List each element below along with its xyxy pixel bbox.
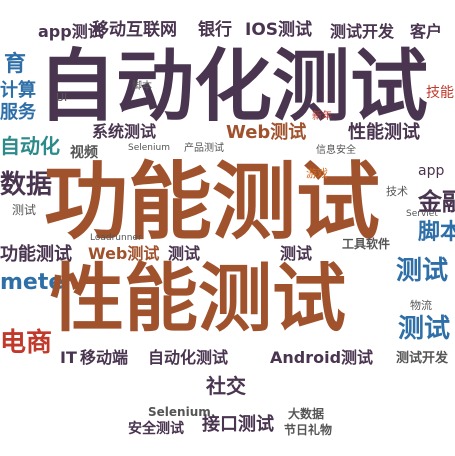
- word-test-b: 测试: [280, 244, 313, 263]
- word-holiday-gift: 节日礼物: [284, 423, 333, 437]
- word-performance-test: 性能测试: [348, 122, 420, 143]
- word-info-security: 信息安全: [316, 145, 356, 156]
- word-script: 脚本: [418, 220, 455, 245]
- word-script-small: 脚本: [132, 81, 152, 92]
- word-meter: meter: [0, 270, 75, 295]
- word-performance-big: 性能测试: [50, 256, 346, 342]
- word-servlet: Servlet: [406, 209, 438, 219]
- word-mobile-end: 移动端: [80, 348, 129, 367]
- word-test-a: 测试: [168, 244, 201, 263]
- word-test-c: 测试: [396, 256, 449, 286]
- word-video: 视频: [70, 145, 98, 161]
- word-automation: 自动化: [0, 134, 60, 158]
- word-product: 产品测试: [184, 143, 224, 154]
- word-social: 社交: [206, 374, 246, 398]
- word-functional-big: 功能测试: [44, 153, 381, 251]
- word-selenium-small: Selenium: [128, 143, 170, 153]
- word-appium: app: [418, 163, 445, 179]
- word-automation-big: 自动化测试: [38, 42, 429, 132]
- word-ui: UI: [56, 91, 68, 104]
- word-loadrunner: Loadrunner: [90, 233, 142, 243]
- word-compute: 计算: [0, 80, 36, 101]
- word-ios-test: IOS测试: [245, 20, 313, 40]
- word-it: IT: [60, 348, 77, 367]
- word-service: 服务: [0, 102, 36, 123]
- word-interface-test: 接口测试: [202, 414, 274, 435]
- word-skill: 技能: [426, 85, 454, 101]
- word-system-test: 系统测试: [92, 122, 157, 141]
- word-tool-software: 工具软件: [342, 237, 391, 251]
- word-test-dev: 测试开发: [330, 22, 395, 41]
- word-logistics: 物流: [410, 299, 432, 312]
- word-game: 游戏: [306, 167, 328, 180]
- word-android-test: Android测试: [270, 348, 374, 367]
- word-app-test: app测试: [38, 22, 104, 41]
- word-finance: 金融: [418, 188, 455, 216]
- word-tech: 技术: [386, 185, 408, 198]
- word-test-right: 测试: [398, 314, 451, 344]
- word-security-test: 安全测试: [128, 421, 184, 437]
- word-bank: 银行: [198, 20, 232, 40]
- word-automation-test: 自动化测试: [148, 348, 229, 367]
- word-web-test-2: Web测试: [88, 244, 160, 263]
- word-education: 育: [4, 52, 27, 77]
- word-test-small: 测试: [12, 203, 37, 217]
- word-functional-test: 功能测试: [0, 244, 72, 265]
- word-customer: 客户: [410, 22, 443, 41]
- word-mobile-internet: 移动互联网: [92, 20, 177, 40]
- word-big-data: 大数据: [288, 407, 325, 421]
- word-ecommerce: 电商: [0, 328, 53, 358]
- word-web-test: Web测试: [226, 122, 307, 143]
- word-test-dev-2: 测试开发: [396, 351, 449, 366]
- word-new-year: 新年: [312, 111, 332, 122]
- word-data: 数据: [0, 170, 53, 200]
- word-selenium: Selenium: [148, 405, 211, 419]
